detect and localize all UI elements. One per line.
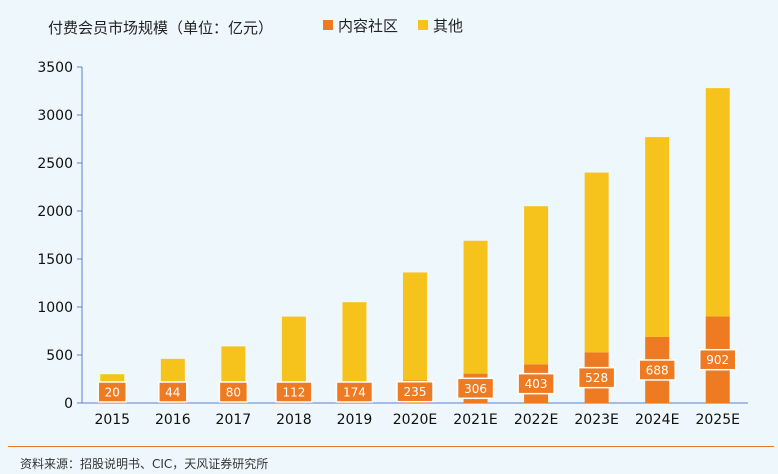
data-label-box [97,381,128,403]
y-tick-label: 1500 [37,252,73,268]
bar-segment-other [403,272,427,381]
y-tick-label: 3000 [37,108,73,124]
data-label-box [396,380,434,403]
footer-divider [8,446,774,447]
data-label-box [517,372,555,395]
data-label-box [638,359,676,381]
y-tick-label: 500 [46,348,73,364]
bar-segment-other [281,316,306,393]
data-label-box [218,381,249,403]
data-label: 528 [585,371,608,385]
data-label: 403 [525,377,548,391]
y-tick-label: 0 [64,396,73,412]
data-label: 902 [706,353,729,367]
data-label-box [698,348,737,371]
data-label-box [577,366,616,389]
legend-label-other: 其他 [433,17,463,35]
x-category-label: 2024E [635,412,679,428]
y-tick-label: 2000 [37,204,73,220]
x-category-label: 2017 [216,412,252,428]
legend-swatch-content-community [323,20,333,30]
x-axis-categories: 2015 2016 2017 2018 2019 2020E 2021E 2022E 2023E… [94,412,740,428]
data-label: 235 [404,385,427,399]
y-tick-label: 3500 [37,60,73,76]
data-label: 20 [105,386,120,400]
x-category-label: 2021E [453,412,497,428]
bars: 20 44 80 112 174 235 306 403 528 688 902 [97,88,737,403]
bar-segment-other [463,240,488,374]
data-label: 688 [646,363,669,377]
x-category-label: 2022E [514,412,558,428]
bar-segment-other [342,302,367,387]
legend-swatch-other [418,20,428,30]
data-label: 174 [343,386,366,400]
legend-label-content-community: 内容社区 [338,17,398,35]
x-category-label: 2019 [337,412,373,428]
x-category-label: 2018 [276,412,312,428]
y-axis-ticks: 0 500 1000 1500 2000 2500 3000 3500 [37,60,82,412]
bar-segment-other [645,137,670,337]
x-category-label: 2020E [393,412,437,428]
x-category-label: 2016 [155,412,191,428]
data-label-box [158,381,188,403]
bar-segment-other [705,88,730,317]
source-note: 资料来源：招股说明书、CIC，天风证券研究所 [20,457,269,471]
x-category-label: 2025E [695,412,739,428]
chart-title: 付费会员市场规模（单位：亿元） [48,19,273,37]
data-label: 44 [165,386,180,400]
legend: 内容社区 其他 [323,17,463,35]
y-tick-label: 1000 [37,300,73,316]
data-label-box [275,381,313,403]
y-tick-label: 2500 [37,156,73,172]
data-label-box [456,377,495,400]
x-category-label: 2023E [574,412,618,428]
data-label-box [335,381,374,403]
data-label: 306 [464,382,487,396]
bar-segment-other [524,206,549,365]
bar-segment-other [584,172,609,353]
data-label: 80 [226,386,241,400]
data-label: 112 [282,386,305,400]
x-category-label: 2015 [94,412,130,428]
